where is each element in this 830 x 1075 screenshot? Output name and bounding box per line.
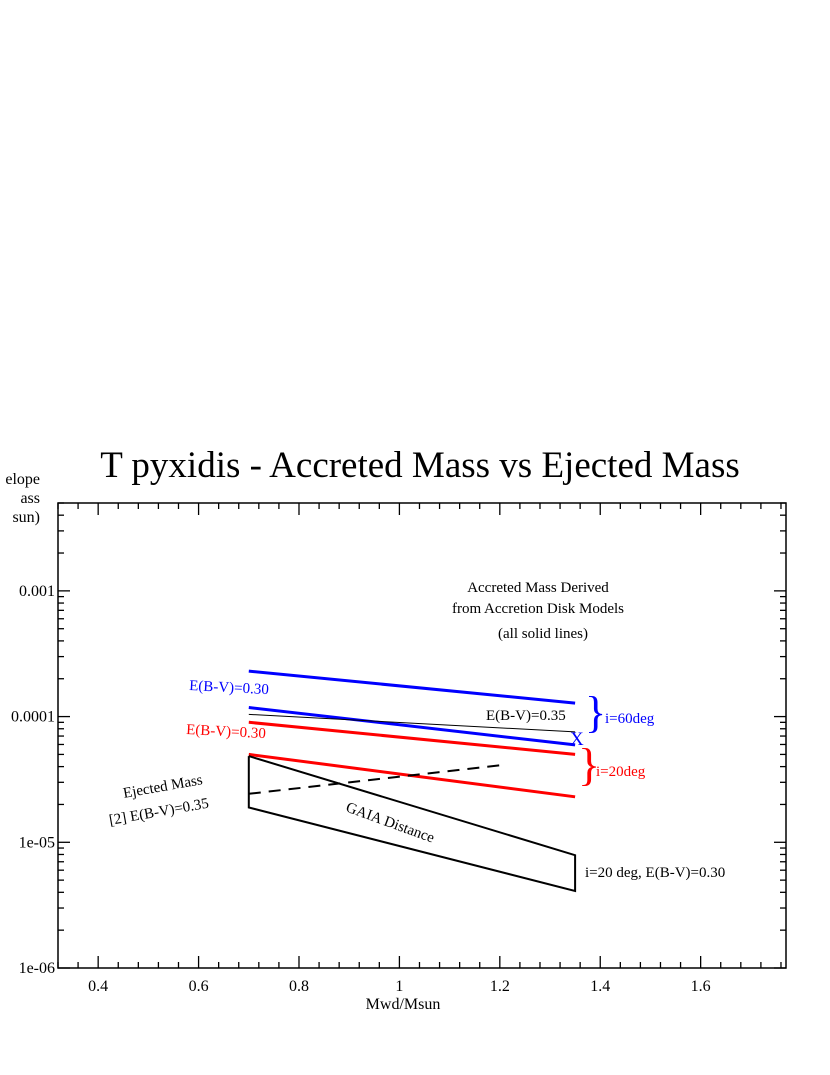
series-line-2 [248, 706, 576, 747]
accreted-note-line1: Accreted Mass Derived [467, 580, 609, 596]
x-tick-label: 1 [395, 978, 403, 995]
y-axis-label-line2: ass [20, 490, 40, 507]
accreted-note-line2: from Accretion Disk Models [452, 601, 624, 617]
axis-ticks [57, 502, 786, 969]
blue-bracket: } [585, 688, 606, 737]
x-tick-label: 1.2 [490, 978, 510, 995]
x-tick-label: 0.4 [88, 978, 108, 995]
y-tick-labels: 0.001 0.0001 1e-05 1e-06 [11, 583, 55, 977]
x-tick-label: 1.4 [590, 978, 610, 995]
y-axis-label: elope ass sun) [5, 471, 40, 526]
chart-title: T pyxidis - Accreted Mass vs Ejected Mas… [100, 445, 740, 486]
black-ebv-label: E(B-V)=0.35 [486, 708, 566, 724]
x-tick-label: 1.6 [691, 978, 711, 995]
i20-label: i=20deg [596, 764, 646, 780]
series-line-7 [247, 755, 577, 893]
series-line-3 [248, 713, 576, 733]
gaia-params-label: i=20 deg, E(B-V)=0.30 [585, 865, 725, 881]
series-line-4 [248, 720, 576, 756]
x-marker: X [570, 729, 584, 750]
x-tick-labels: 0.4 0.6 0.8 1 1.2 1.4 1.6 [88, 978, 710, 995]
x-axis-label: Mwd/Msun [366, 996, 441, 1013]
red-bracket: } [578, 739, 600, 790]
ejected-label-line2: [2] E(B-V)=0.35 [108, 796, 210, 829]
red-ebv-label: E(B-V)=0.30 [186, 722, 266, 742]
plot-frame [57, 502, 787, 969]
accreted-note-line3: (all solid lines) [498, 626, 588, 642]
series-layer [247, 669, 577, 893]
gaia-label: GAIA Distance [344, 800, 437, 847]
y-tick-label: 1e-06 [19, 960, 55, 977]
series-line-6 [248, 764, 500, 795]
series-line-1 [248, 669, 576, 705]
y-axis-label-line1: elope [5, 471, 40, 488]
y-tick-label: 0.001 [19, 583, 55, 600]
y-tick-label: 0.0001 [11, 709, 55, 726]
y-tick-label: 1e-05 [19, 834, 55, 851]
blue-ebv-label: E(B-V)=0.30 [189, 678, 269, 698]
x-tick-label: 0.6 [189, 978, 209, 995]
y-axis-label-line3: sun) [12, 509, 40, 526]
x-tick-label: 0.8 [289, 978, 309, 995]
i60-label: i=60deg [605, 711, 655, 727]
